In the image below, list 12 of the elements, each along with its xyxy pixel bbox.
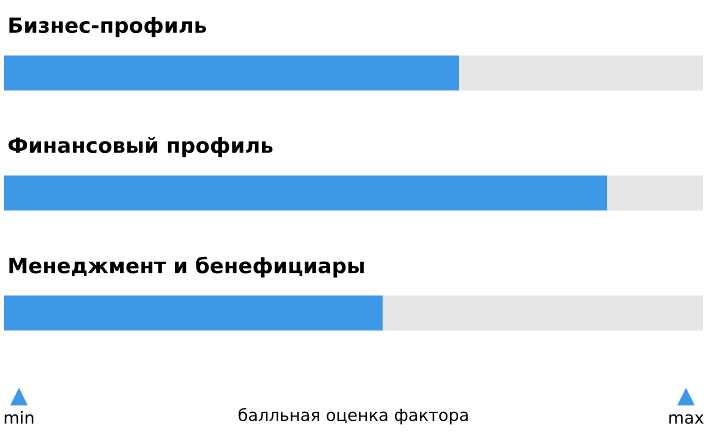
text: min — [4, 410, 34, 424]
y-tick-label: Бизнес-профиль — [9, 16, 206, 38]
y-tick-label: Менеджмент и бенефициары — [9, 256, 364, 278]
text: max — [669, 414, 704, 424]
y-tick-label: Финансовый профиль — [8, 136, 273, 158]
bar — [382, 295, 703, 330]
x-axis-title: балльная оценка фактора — [238, 408, 468, 424]
bar — [4, 175, 608, 210]
bar — [4, 55, 460, 90]
bar — [607, 175, 703, 210]
bar — [4, 295, 383, 330]
bar — [459, 55, 703, 90]
